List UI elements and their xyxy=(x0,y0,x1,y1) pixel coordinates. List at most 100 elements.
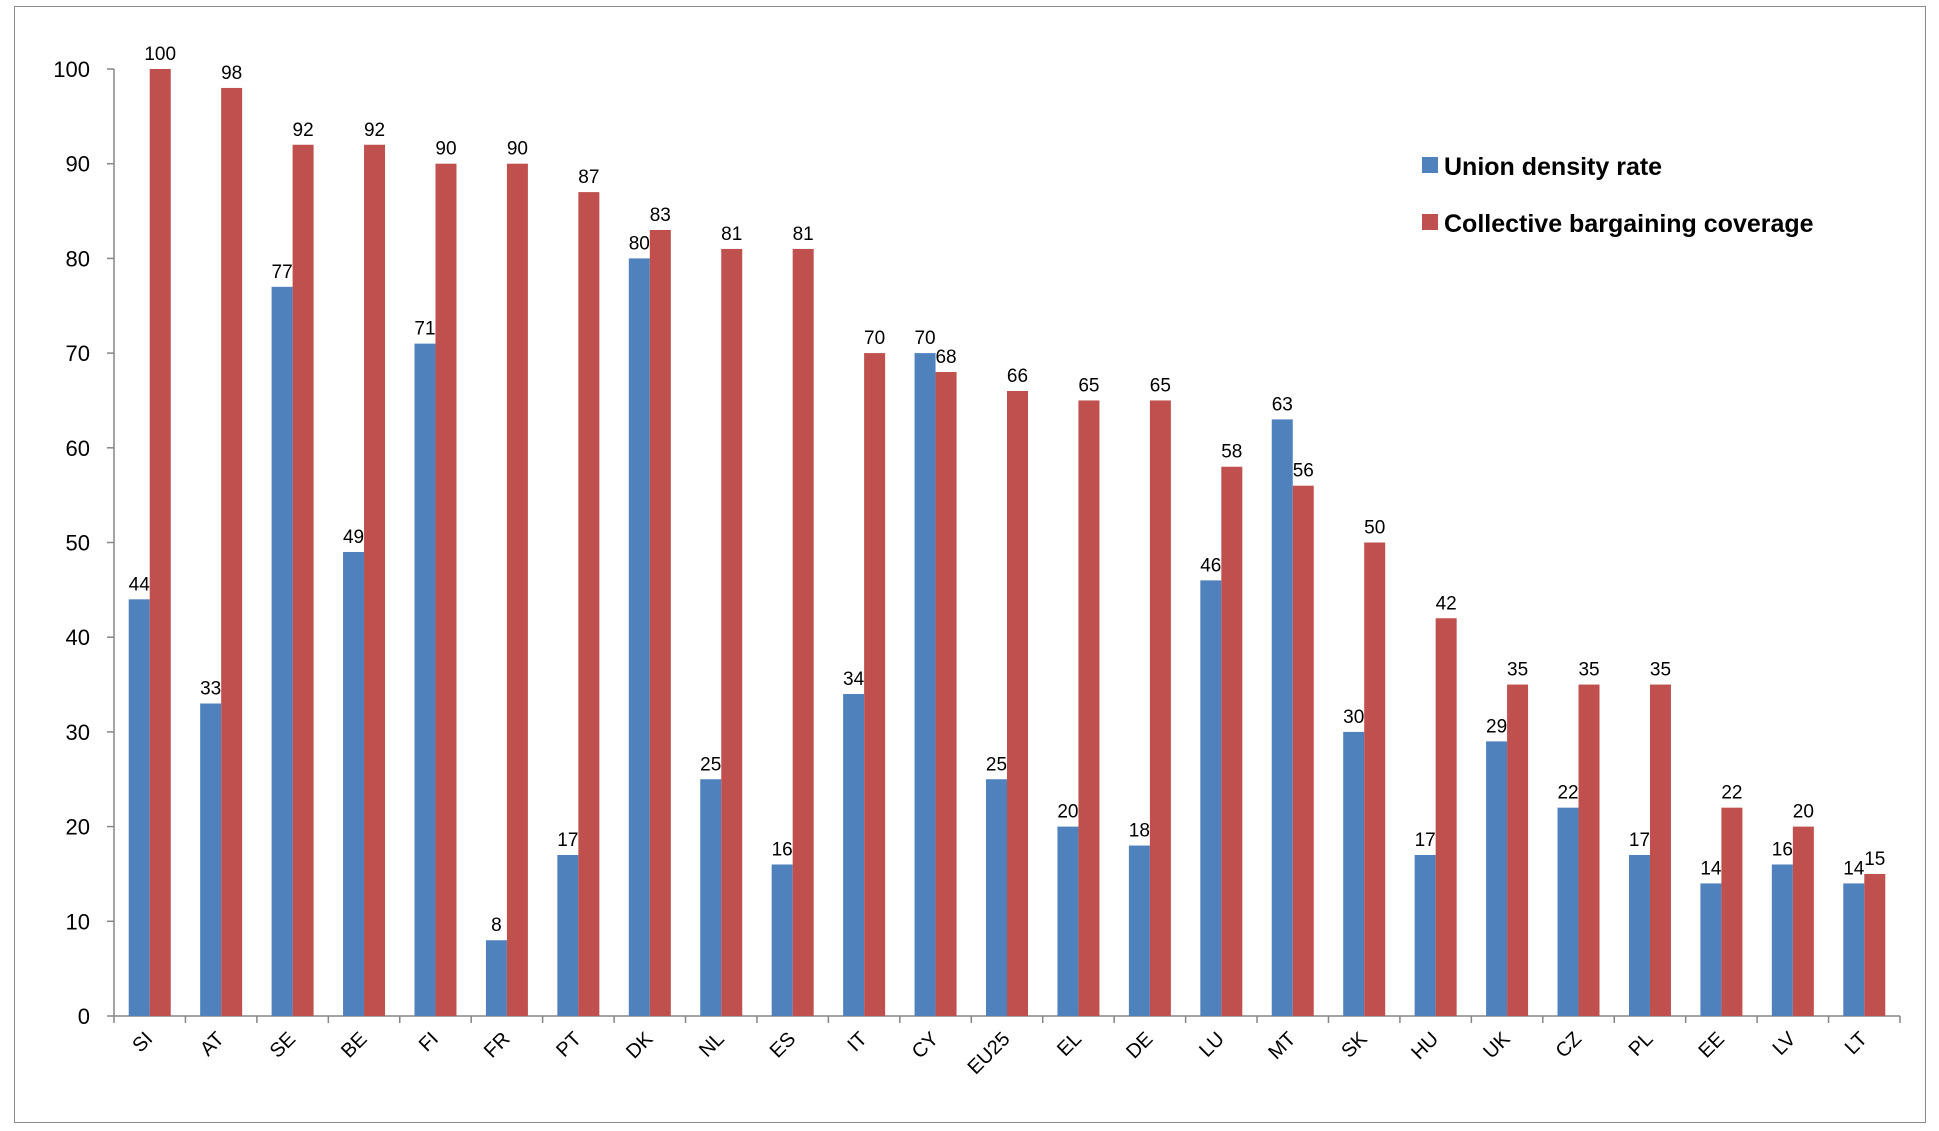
data-label: 14 xyxy=(1700,858,1722,879)
data-label: 35 xyxy=(1650,660,1671,681)
data-label: 18 xyxy=(1129,821,1150,842)
x-tick-label: LT xyxy=(1841,1028,1872,1059)
data-label: 58 xyxy=(1221,442,1242,463)
x-tick-label: CZ xyxy=(1552,1028,1586,1062)
data-label: 70 xyxy=(864,328,885,349)
bar-bargaining-coverage-fr xyxy=(506,163,528,1016)
y-tick-label: 30 xyxy=(66,720,90,745)
x-tick-label: PL xyxy=(1625,1028,1658,1061)
x-tick-label: BE xyxy=(337,1028,371,1062)
bar-bargaining-coverage-pt xyxy=(578,192,600,1017)
data-label: 14 xyxy=(1843,858,1865,879)
y-tick-label: 10 xyxy=(66,909,90,934)
bar-union-density-de xyxy=(1128,845,1150,1016)
x-tick-label: LV xyxy=(1769,1028,1801,1060)
x-tick-label: EL xyxy=(1053,1028,1086,1061)
x-tick-label: MT xyxy=(1264,1028,1300,1064)
data-label: 63 xyxy=(1272,394,1293,415)
y-tick-label: 40 xyxy=(66,625,90,650)
x-tick-label: DK xyxy=(622,1028,658,1064)
data-label: 90 xyxy=(507,139,528,160)
x-tick-label: CY xyxy=(908,1028,943,1063)
x-tick-label: EE xyxy=(1695,1028,1729,1062)
bar-bargaining-coverage-cz xyxy=(1578,684,1600,1016)
x-tick-label: SK xyxy=(1337,1028,1372,1063)
bar-bargaining-coverage-lt xyxy=(1864,873,1886,1016)
bar-bargaining-coverage-cy xyxy=(935,372,957,1016)
x-tick-label: AT xyxy=(196,1028,229,1061)
bar-union-density-cz xyxy=(1557,807,1579,1016)
bar-bargaining-coverage-es xyxy=(792,248,814,1016)
legend: Union density rate Collective bargaining … xyxy=(1422,153,1814,238)
legend-label: Union density rate xyxy=(1444,153,1662,181)
data-label: 25 xyxy=(700,754,721,775)
bar-union-density-eu25 xyxy=(986,779,1007,1016)
data-label: 81 xyxy=(793,224,814,245)
x-tick-label: HU xyxy=(1407,1028,1443,1064)
data-label: 25 xyxy=(986,754,1007,775)
data-label: 77 xyxy=(272,262,293,283)
data-label: 92 xyxy=(364,120,385,141)
x-tick-label: LU xyxy=(1195,1028,1229,1062)
chart-frame xyxy=(14,6,1926,1123)
x-tick-label: EU25 xyxy=(964,1028,1015,1079)
data-label: 81 xyxy=(721,224,742,245)
x-tick-label: SE xyxy=(266,1028,300,1062)
bar-union-density-fr xyxy=(485,940,507,1016)
bar-union-density-hu xyxy=(1414,855,1436,1016)
x-tick-label: FR xyxy=(480,1028,514,1062)
data-label: 30 xyxy=(1343,707,1364,728)
x-tick-label: SI xyxy=(128,1028,157,1057)
bar-union-density-at xyxy=(200,703,222,1016)
y-tick-label: 70 xyxy=(66,341,90,366)
data-label: 80 xyxy=(629,233,650,254)
bar-union-density-lu xyxy=(1200,580,1222,1016)
bar-union-density-es xyxy=(771,864,793,1016)
bar-bargaining-coverage-eu25 xyxy=(1007,390,1028,1017)
data-label: 92 xyxy=(293,120,314,141)
x-tick-label: UK xyxy=(1479,1028,1515,1064)
x-tick-label: NL xyxy=(695,1028,729,1062)
bar-bargaining-coverage-se xyxy=(292,144,314,1016)
bar-bargaining-coverage-pl xyxy=(1649,684,1671,1016)
bar-bargaining-coverage-el xyxy=(1078,400,1100,1016)
bar-union-density-se xyxy=(271,286,293,1016)
data-label: 22 xyxy=(1557,783,1578,804)
data-label: 98 xyxy=(221,63,242,84)
y-tick-label: 90 xyxy=(66,152,90,177)
x-tick-label: FI xyxy=(415,1028,443,1056)
bar-union-density-mt xyxy=(1271,419,1293,1016)
data-label: 15 xyxy=(1864,849,1885,870)
y-tick-label: 50 xyxy=(66,531,90,556)
bar-bargaining-coverage-it xyxy=(864,353,886,1017)
y-tick-label: 0 xyxy=(78,1004,90,1029)
data-label: 35 xyxy=(1578,660,1599,681)
data-label: 83 xyxy=(650,205,671,226)
bar-bargaining-coverage-ee xyxy=(1721,807,1743,1016)
x-tick-label: DE xyxy=(1122,1028,1157,1063)
bar-bargaining-coverage-lv xyxy=(1792,826,1814,1016)
data-label: 87 xyxy=(578,167,599,188)
bar-union-density-si xyxy=(128,599,150,1016)
x-tick-label: IT xyxy=(844,1028,872,1056)
bars xyxy=(128,69,1886,1017)
data-label: 49 xyxy=(343,527,364,548)
data-label: 17 xyxy=(1415,830,1436,851)
bar-union-density-sk xyxy=(1343,731,1365,1016)
data-label: 44 xyxy=(129,574,151,595)
data-label: 70 xyxy=(914,328,935,349)
data-label: 35 xyxy=(1507,660,1528,681)
bar-bargaining-coverage-be xyxy=(364,144,386,1016)
bar-union-density-lv xyxy=(1771,864,1793,1016)
x-tick-label: PT xyxy=(552,1028,586,1062)
bar-bargaining-coverage-nl xyxy=(721,248,743,1016)
bar-bargaining-coverage-hu xyxy=(1435,618,1457,1016)
data-label: 90 xyxy=(435,139,456,160)
data-label: 20 xyxy=(1793,802,1814,823)
data-label: 56 xyxy=(1293,461,1314,482)
bar-union-density-uk xyxy=(1486,741,1508,1016)
bar-union-density-dk xyxy=(628,258,650,1016)
x-tick-label: ES xyxy=(766,1028,800,1062)
bar-bargaining-coverage-uk xyxy=(1507,684,1529,1016)
